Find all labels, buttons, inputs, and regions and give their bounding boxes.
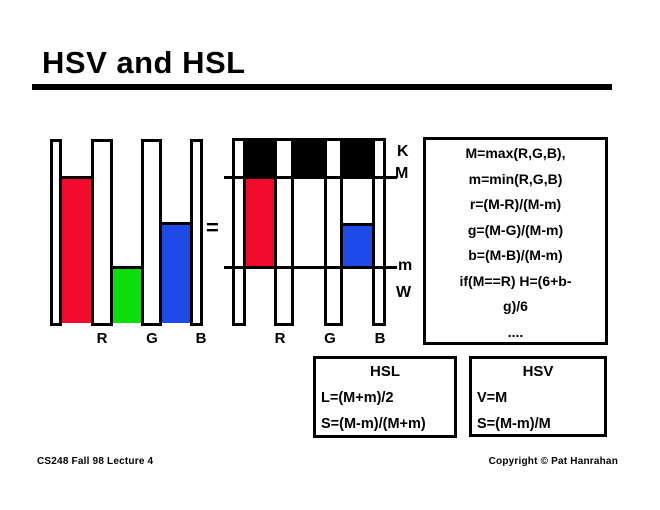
- equals-sign: =: [206, 215, 219, 240]
- hsv-box-title: HSV: [522, 363, 554, 380]
- formula-line: g=(M-G)/(M-m): [467, 221, 564, 238]
- formula-line: r=(M-R)/(M-m): [469, 196, 562, 212]
- left-axis-label-r: R: [96, 330, 108, 347]
- mid-axis-label-b: B: [374, 330, 386, 347]
- mid-axis-label-r: R: [274, 330, 286, 347]
- left-axis-label-g: G: [146, 330, 158, 347]
- black-cap-g: [291, 138, 327, 179]
- level-label-min: m: [398, 257, 413, 274]
- level-label-k: K: [397, 143, 409, 160]
- mid-axis-label-g: G: [324, 330, 336, 347]
- hsl-box: HSL L=(M+m)/2 S=(M-m)/(M+m): [313, 356, 457, 438]
- formula-box: M=max(R,G,B), m=min(R,G,B) r=(M-R)/(M-m)…: [423, 137, 608, 345]
- formula-line: M=max(R,G,B),: [465, 145, 566, 161]
- middle-red-bar: [246, 179, 274, 266]
- formula-line: if(M==R) H=(6+b-: [459, 272, 572, 289]
- footer-course-label: CS248 Fall 98 Lecture 4: [37, 456, 154, 467]
- slide-title: HSV and HSL: [42, 45, 246, 80]
- formula-line: g)/6: [503, 298, 528, 314]
- hsl-lightness-formula: L=(M+m)/2: [321, 390, 394, 406]
- black-cap-b: [340, 138, 375, 179]
- hsv-box: HSV V=M S=(M-m)/M: [469, 356, 607, 437]
- max-level-line: [224, 176, 397, 179]
- left-blue-bar: [162, 222, 190, 323]
- title-rule: [32, 84, 612, 90]
- formula-line: b=(M-B)/(M-m): [468, 247, 563, 263]
- level-label-w: W: [396, 284, 412, 301]
- footer-copyright: Copyright © Pat Hanrahan: [488, 456, 618, 467]
- hsl-box-title: HSL: [370, 363, 400, 380]
- min-level-line: [224, 266, 397, 269]
- level-label-max: M: [395, 165, 409, 182]
- middle-blue-bar: [343, 223, 372, 266]
- hsv-saturation-formula: S=(M-m)/M: [477, 416, 551, 432]
- black-cap-r: [243, 138, 277, 179]
- hsl-saturation-formula: S=(M-m)/(M+m): [321, 416, 426, 432]
- left-red-bar: [62, 176, 91, 323]
- formula-line: ....: [507, 323, 524, 340]
- left-green-bar: [113, 266, 141, 323]
- left-axis-label-b: B: [195, 330, 207, 347]
- formula-line: m=min(R,G,B): [468, 170, 563, 187]
- hsv-value-formula: V=M: [477, 390, 508, 406]
